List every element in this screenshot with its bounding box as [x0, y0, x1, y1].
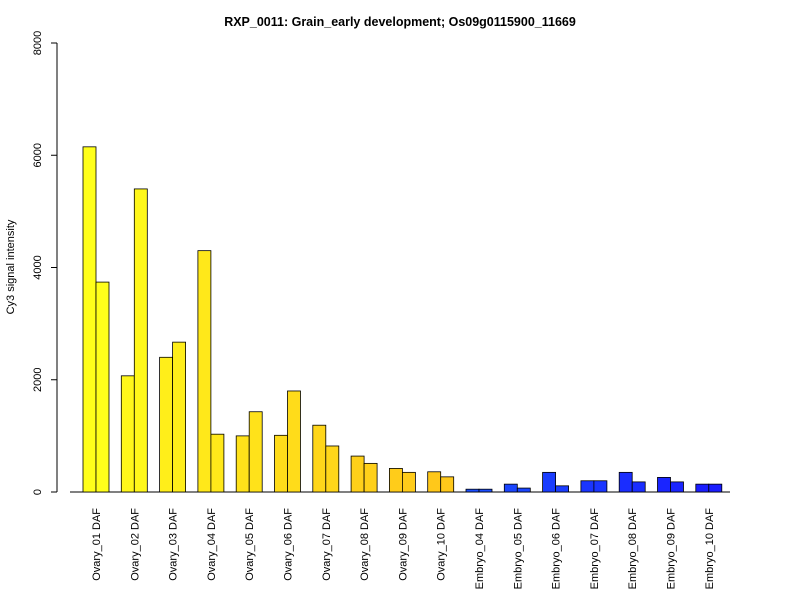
x-tick-label: Ovary_06 DAF	[283, 508, 295, 581]
x-tick-label: Ovary_07 DAF	[321, 508, 333, 581]
bar-series-2	[631, 481, 646, 493]
y-tick-label: 4000	[32, 255, 44, 279]
bar-series-1	[580, 480, 595, 493]
y-tick-label: 6000	[32, 143, 44, 167]
bar-series-1	[350, 455, 365, 493]
bar-series-2	[287, 390, 301, 493]
bar-series-2	[325, 445, 340, 493]
bar-series-1	[159, 356, 174, 493]
x-tick-label: Embryo_04 DAF	[474, 508, 486, 590]
bar-series-2	[670, 481, 684, 493]
bar-series-1	[618, 471, 633, 493]
y-axis-label: Cy3 signal intensity	[5, 219, 17, 314]
bars-group	[82, 146, 723, 493]
bar-series-1	[274, 434, 288, 493]
bar-series-1	[82, 146, 97, 493]
x-tick-label: Ovary_09 DAF	[397, 508, 409, 581]
bar-series-1	[120, 375, 135, 493]
bar-series-2	[363, 462, 378, 493]
bar-series-1	[503, 483, 518, 493]
bar-series-2	[593, 480, 608, 493]
y-tick-label: 2000	[32, 368, 44, 392]
category-labels: Ovary_01 DAF Ovary_02 DAF Ovary_03 DAF Ovar…	[91, 508, 716, 590]
x-tick-label: Ovary_10 DAF	[436, 508, 448, 581]
bar-series-1	[657, 477, 671, 493]
x-tick-label: Ovary_04 DAF	[206, 508, 218, 581]
x-tick-label: Embryo_05 DAF	[512, 508, 524, 590]
bar-series-1	[427, 471, 442, 493]
bar-series-2	[248, 411, 263, 493]
bar-series-2	[708, 483, 723, 493]
bar-series-1	[542, 471, 556, 493]
bar-series-1	[695, 483, 710, 493]
x-tick-label: Embryo_10 DAF	[704, 508, 716, 590]
bar-series-2	[133, 188, 148, 493]
bar-series-1	[312, 424, 327, 493]
y-tick-label: 8000	[32, 31, 44, 55]
x-tick-label: Embryo_08 DAF	[627, 508, 639, 590]
x-tick-label: Ovary_08 DAF	[359, 508, 371, 581]
bar-series-2	[478, 488, 493, 493]
y-tick-label: 0	[32, 489, 44, 495]
x-tick-label: Ovary_05 DAF	[244, 508, 256, 581]
bar-series-1	[197, 250, 212, 493]
y-axis: 0 2000 4000 6000 8000	[32, 31, 58, 495]
x-tick-label: Ovary_02 DAF	[129, 508, 141, 581]
bar-series-2	[516, 487, 531, 493]
bar-series-2	[172, 341, 187, 493]
bar-series-2	[401, 471, 416, 493]
bar-series-2	[440, 476, 455, 493]
bar-series-2	[95, 281, 110, 493]
bar-series-2	[555, 485, 569, 493]
x-tick-label: Ovary_03 DAF	[168, 508, 180, 581]
chart-title: RXP_0011: Grain_early development; Os09g…	[224, 15, 576, 29]
x-tick-label: Embryo_06 DAF	[551, 508, 563, 590]
bar-series-1	[235, 435, 250, 493]
bar-series-1	[465, 488, 480, 493]
x-tick-label: Embryo_09 DAF	[666, 508, 678, 590]
bar-series-1	[388, 468, 403, 493]
x-tick-label: Embryo_07 DAF	[589, 508, 601, 590]
x-tick-label: Ovary_01 DAF	[91, 508, 103, 581]
bar-series-2	[210, 433, 225, 493]
